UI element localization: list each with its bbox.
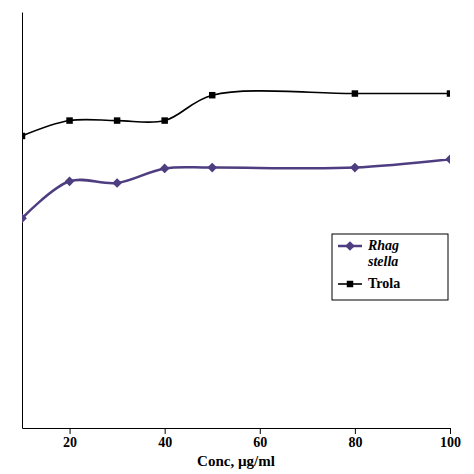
x-tick-mark: [165, 428, 166, 434]
x-axis-line: [23, 428, 451, 429]
x-tick-label: 40: [158, 435, 172, 450]
x-tick-mark: [450, 428, 451, 434]
x-tick: 60: [253, 428, 267, 450]
series-marker: [445, 154, 450, 164]
series-marker: [207, 163, 217, 173]
series-line: [22, 91, 450, 136]
legend: Rhagstella Trola: [332, 234, 448, 300]
x-tick: 100: [440, 428, 461, 450]
series-marker: [65, 176, 75, 186]
series: [22, 154, 450, 223]
series-group: [22, 90, 450, 223]
x-tick-mark: [355, 428, 356, 434]
x-tick-label: 20: [63, 435, 77, 450]
series-marker: [350, 163, 360, 173]
series-marker: [447, 90, 450, 96]
series-marker: [352, 90, 358, 96]
legend-marker: [345, 241, 355, 251]
x-tick: 40: [158, 428, 172, 450]
x-axis: 20 40 60 80 100: [23, 428, 462, 450]
legend-label-part: Trola: [368, 276, 400, 291]
legend-entry: Rhagstella: [338, 238, 399, 269]
legend-box: [332, 234, 448, 300]
legend-marker: [347, 281, 353, 287]
x-tick-label: 60: [253, 435, 267, 450]
series-marker: [209, 92, 215, 98]
legend-entry: Trola: [338, 276, 400, 291]
x-tick-mark: [260, 428, 261, 434]
legend-label-part: stella: [367, 254, 398, 269]
x-tick-label: 80: [348, 435, 362, 450]
legend-label: Trola: [368, 276, 400, 291]
series-marker: [161, 117, 167, 123]
series-marker: [22, 213, 27, 223]
series: [22, 90, 450, 139]
x-tick: 80: [348, 428, 362, 450]
series-marker: [66, 117, 72, 123]
plot: 20 40 60 80 100: [17, 13, 461, 450]
x-tick-mark: [70, 428, 71, 434]
series-marker: [160, 164, 170, 174]
legend-label-part: Rhag: [367, 238, 399, 253]
series-line: [22, 159, 450, 218]
x-tick-label: 100: [440, 435, 461, 450]
x-axis-title: Conc, µg/ml: [197, 453, 275, 469]
series-marker: [22, 133, 25, 139]
legend-label: Rhagstella: [367, 238, 399, 269]
series-marker: [112, 178, 122, 188]
x-tick: 20: [63, 428, 77, 450]
series-marker: [114, 117, 120, 123]
chart: 20 40 60 80 100 Conc, µg/ml Rhagstella Trola: [0, 0, 474, 474]
